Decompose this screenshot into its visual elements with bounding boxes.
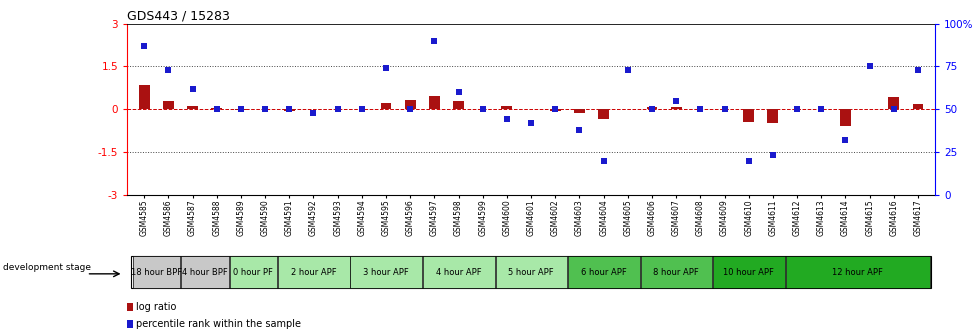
- FancyBboxPatch shape: [422, 256, 494, 288]
- Bar: [887, 97, 899, 109]
- FancyBboxPatch shape: [495, 256, 567, 288]
- Bar: [645, 108, 657, 109]
- Text: development stage: development stage: [3, 263, 90, 271]
- Bar: [404, 100, 416, 109]
- Text: GDS443 / 15283: GDS443 / 15283: [127, 9, 230, 23]
- Bar: [284, 109, 294, 111]
- FancyBboxPatch shape: [350, 256, 422, 288]
- Bar: [911, 104, 922, 109]
- Text: 8 hour APF: 8 hour APF: [652, 268, 698, 277]
- Text: 10 hour APF: 10 hour APF: [723, 268, 774, 277]
- FancyBboxPatch shape: [278, 256, 349, 288]
- Bar: [767, 109, 778, 124]
- Bar: [670, 107, 681, 109]
- FancyBboxPatch shape: [567, 256, 640, 288]
- Text: 12 hour APF: 12 hour APF: [831, 268, 882, 277]
- Text: 2 hour APF: 2 hour APF: [290, 268, 335, 277]
- Text: 3 hour APF: 3 hour APF: [363, 268, 409, 277]
- Bar: [742, 109, 753, 122]
- Bar: [380, 103, 391, 109]
- Bar: [428, 96, 439, 109]
- Bar: [211, 108, 222, 109]
- Text: 0 hour PF: 0 hour PF: [233, 268, 273, 277]
- Bar: [598, 109, 608, 119]
- FancyBboxPatch shape: [229, 256, 277, 288]
- Bar: [501, 106, 511, 109]
- Bar: [236, 109, 246, 110]
- Text: 6 hour APF: 6 hour APF: [580, 268, 626, 277]
- FancyBboxPatch shape: [712, 256, 784, 288]
- Bar: [162, 101, 174, 109]
- Text: percentile rank within the sample: percentile rank within the sample: [136, 319, 301, 329]
- FancyBboxPatch shape: [640, 256, 712, 288]
- Text: 18 hour BPF: 18 hour BPF: [131, 268, 182, 277]
- FancyBboxPatch shape: [181, 256, 229, 288]
- Bar: [839, 109, 850, 126]
- Bar: [187, 107, 198, 109]
- Text: 4 hour APF: 4 hour APF: [435, 268, 481, 277]
- FancyBboxPatch shape: [785, 256, 929, 288]
- Bar: [550, 109, 560, 112]
- Bar: [573, 109, 584, 113]
- Bar: [139, 85, 150, 109]
- Text: log ratio: log ratio: [136, 302, 176, 312]
- FancyBboxPatch shape: [133, 256, 180, 288]
- Text: 4 hour BPF: 4 hour BPF: [182, 268, 227, 277]
- Text: 5 hour APF: 5 hour APF: [508, 268, 554, 277]
- Bar: [453, 101, 464, 109]
